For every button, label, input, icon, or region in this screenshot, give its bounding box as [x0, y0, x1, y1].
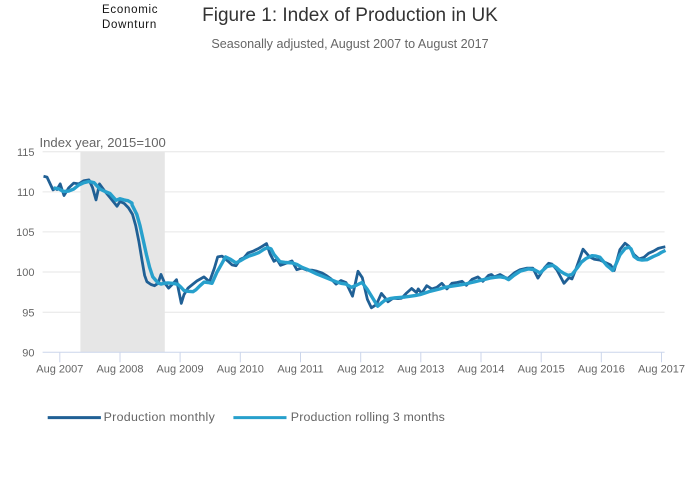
svg-text:90: 90	[22, 347, 34, 359]
svg-text:110: 110	[17, 187, 35, 199]
svg-text:105: 105	[16, 227, 34, 239]
svg-text:Aug 2010: Aug 2010	[217, 363, 264, 375]
svg-text:Aug 2012: Aug 2012	[337, 363, 384, 375]
svg-text:115: 115	[17, 147, 35, 159]
svg-text:Aug 2016: Aug 2016	[578, 363, 625, 375]
svg-text:Aug 2007: Aug 2007	[36, 363, 83, 375]
svg-text:100: 100	[16, 267, 34, 279]
svg-text:Aug 2015: Aug 2015	[518, 363, 565, 375]
svg-text:Aug 2009: Aug 2009	[157, 363, 204, 375]
svg-text:Aug 2013: Aug 2013	[397, 363, 444, 375]
svg-text:Aug 2017: Aug 2017	[638, 363, 685, 375]
svg-text:95: 95	[22, 307, 34, 319]
svg-text:Aug 2008: Aug 2008	[96, 363, 143, 375]
svg-text:Aug 2014: Aug 2014	[457, 363, 504, 375]
svg-text:Production rolling 3 months: Production rolling 3 months	[291, 410, 445, 424]
svg-text:Index year, 2015=100: Index year, 2015=100	[40, 135, 166, 150]
svg-text:Production monthly: Production monthly	[104, 410, 216, 424]
svg-text:Aug 2011: Aug 2011	[277, 363, 323, 375]
